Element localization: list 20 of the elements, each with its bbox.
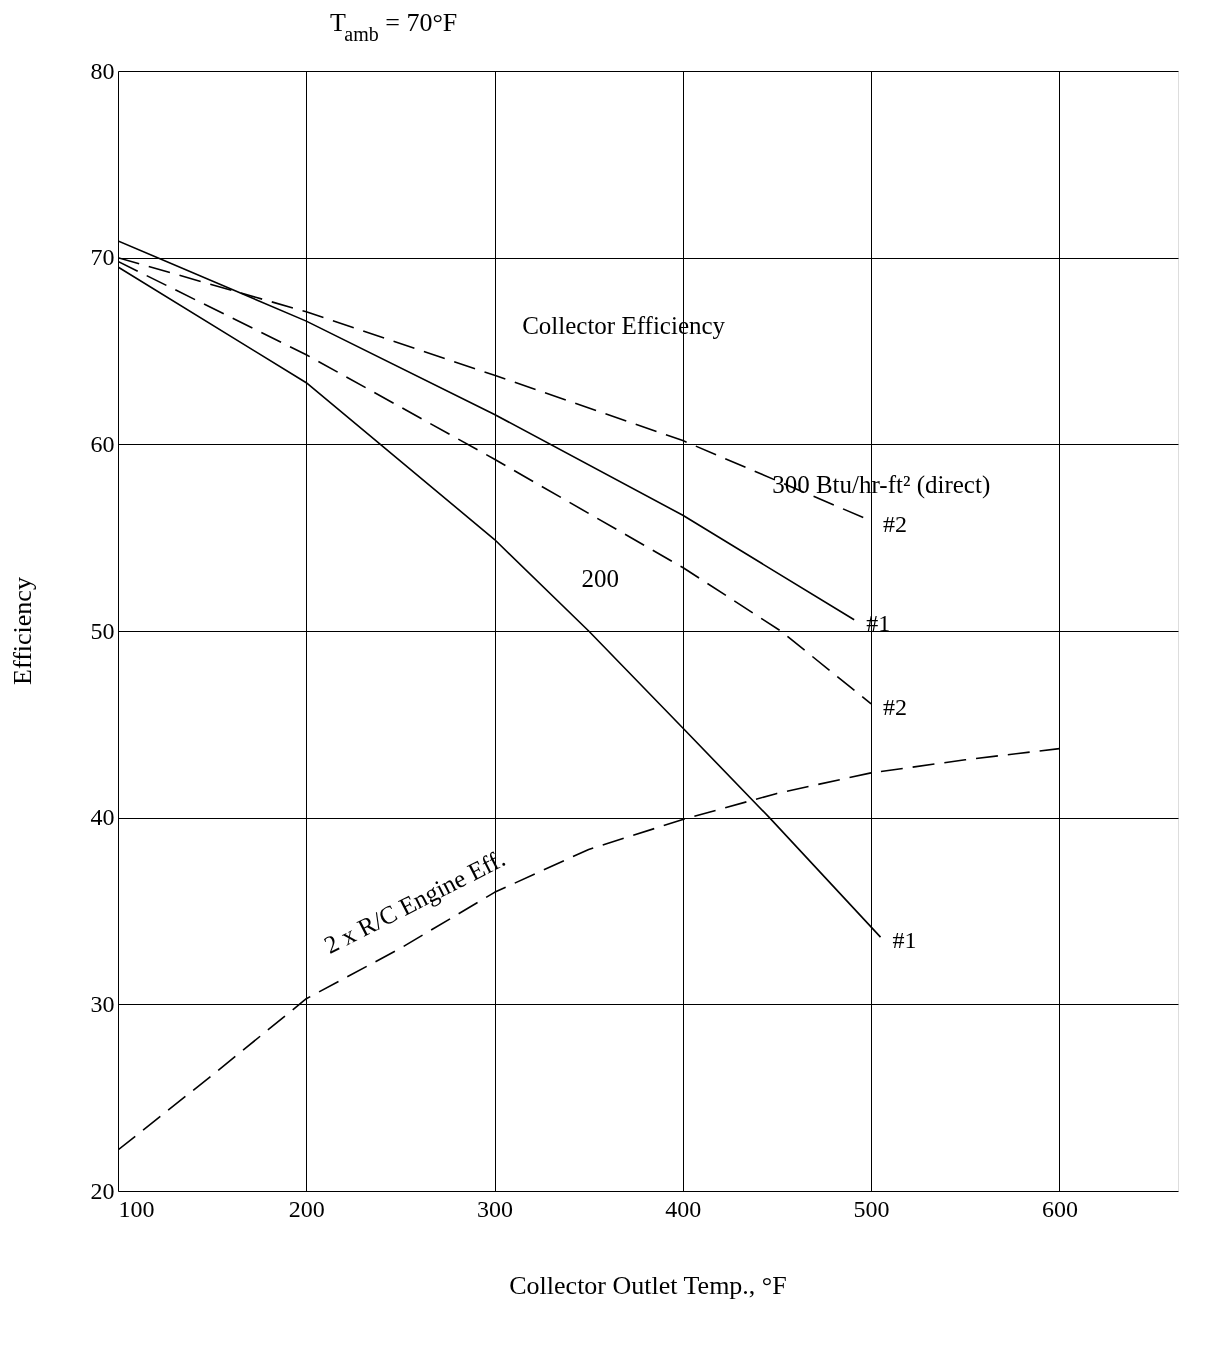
y-tick-label: 70 xyxy=(90,244,115,271)
y-tick-label: 40 xyxy=(90,804,115,831)
y-tick-label: 30 xyxy=(90,990,115,1017)
series-label: #1 xyxy=(892,927,917,954)
y-axis-title: Efficiency xyxy=(8,577,37,685)
x-tick-label: 500 xyxy=(853,1195,890,1222)
x-tick-label: 100 xyxy=(118,1195,155,1222)
annotation: 200 xyxy=(581,565,620,593)
y-tick-label: 60 xyxy=(90,430,115,457)
x-axis-title: Collector Outlet Temp., °F xyxy=(509,1271,787,1300)
x-tick-label: 400 xyxy=(665,1195,702,1222)
x-tick-label: 200 xyxy=(288,1195,325,1222)
x-tick-label: 600 xyxy=(1041,1195,1078,1222)
series-label: #2 xyxy=(883,510,908,537)
y-tick-label: 80 xyxy=(90,57,115,84)
series-label: #2 xyxy=(883,693,908,720)
x-tick-label: 300 xyxy=(477,1195,514,1222)
y-tick-label: 50 xyxy=(90,617,115,644)
y-tick-label: 20 xyxy=(90,1177,115,1204)
annotation: 2 x R/C Engine Eff. xyxy=(319,844,510,959)
